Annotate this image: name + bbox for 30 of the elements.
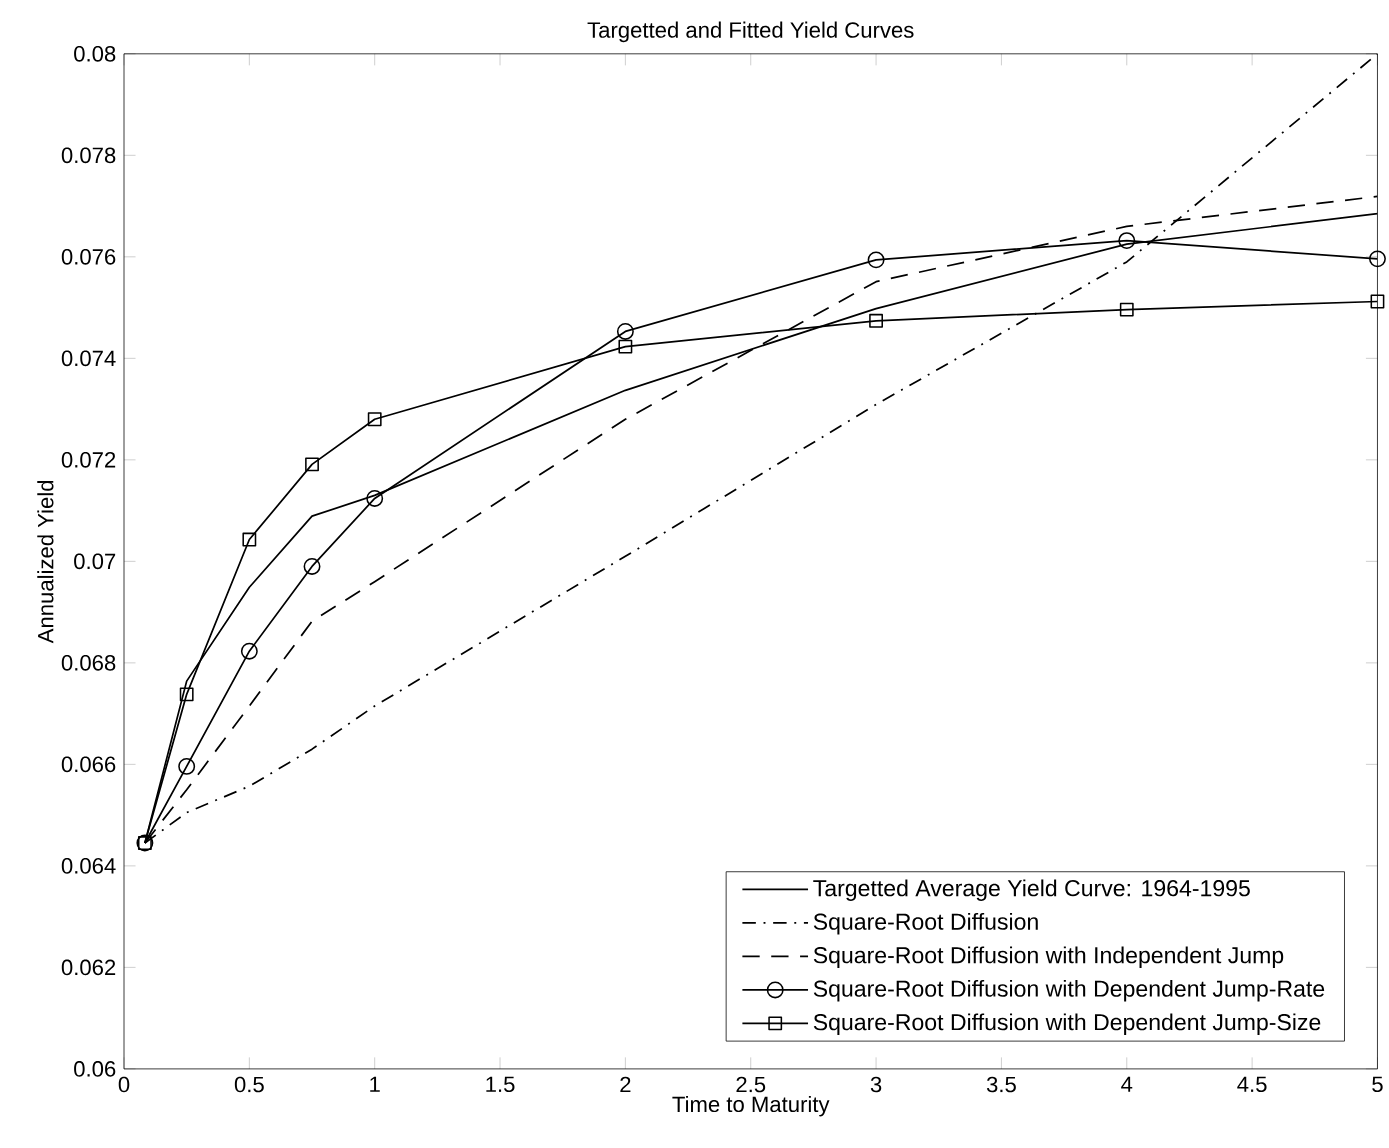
x-tick-label: 5: [1372, 1076, 1383, 1093]
x-tick-label: 4.5: [1237, 1076, 1267, 1093]
y-tick-label: 0.074: [61, 350, 116, 367]
x-tick-label: 2.5: [736, 1076, 766, 1093]
y-tick-label: 0.068: [61, 655, 116, 671]
y-tick-label: 0.06: [74, 1061, 116, 1077]
x-tick-label: 3: [870, 1076, 882, 1093]
x-tick-label: 4: [1121, 1076, 1133, 1092]
x-tick-label: 1: [370, 1076, 380, 1092]
y-axis-title: Annualized Yield: [37, 481, 54, 644]
y-tick-label: 0.072: [61, 452, 116, 468]
legend-label: Square-Root Diffusion with Independent Jump: [813, 946, 1284, 969]
legend-label: Square-Root Diffusion with Dependent Jump-Size: [813, 1013, 1321, 1036]
x-tick-label: 2: [620, 1076, 631, 1093]
y-tick-label: 0.066: [61, 756, 116, 773]
legend-label: Targetted Average Yield Curve: 1964-1995: [813, 879, 1250, 902]
x-tick-label: 0.5: [234, 1076, 264, 1093]
y-tick-label: 0.07: [74, 553, 116, 570]
x-tick-label: 0: [118, 1076, 130, 1093]
y-tick-label: 0.076: [61, 249, 116, 265]
x-tick-label: 3.5: [986, 1076, 1016, 1093]
y-tick-label: 0.062: [61, 959, 116, 976]
y-tick-label: 0.08: [74, 46, 116, 62]
legend-label: Square-Root Diffusion: [813, 913, 1038, 935]
x-tick-label: 1.5: [486, 1076, 515, 1093]
legend-label: Square-Root Diffusion with Dependent Jump-Rate: [813, 980, 1325, 1002]
x-axis-title: Time to Maturity: [672, 1096, 830, 1117]
chart-title: Targetted and Fitted Yield Curves: [587, 21, 914, 43]
y-tick-label: 0.064: [61, 858, 116, 874]
y-tick-label: 0.078: [61, 147, 116, 164]
